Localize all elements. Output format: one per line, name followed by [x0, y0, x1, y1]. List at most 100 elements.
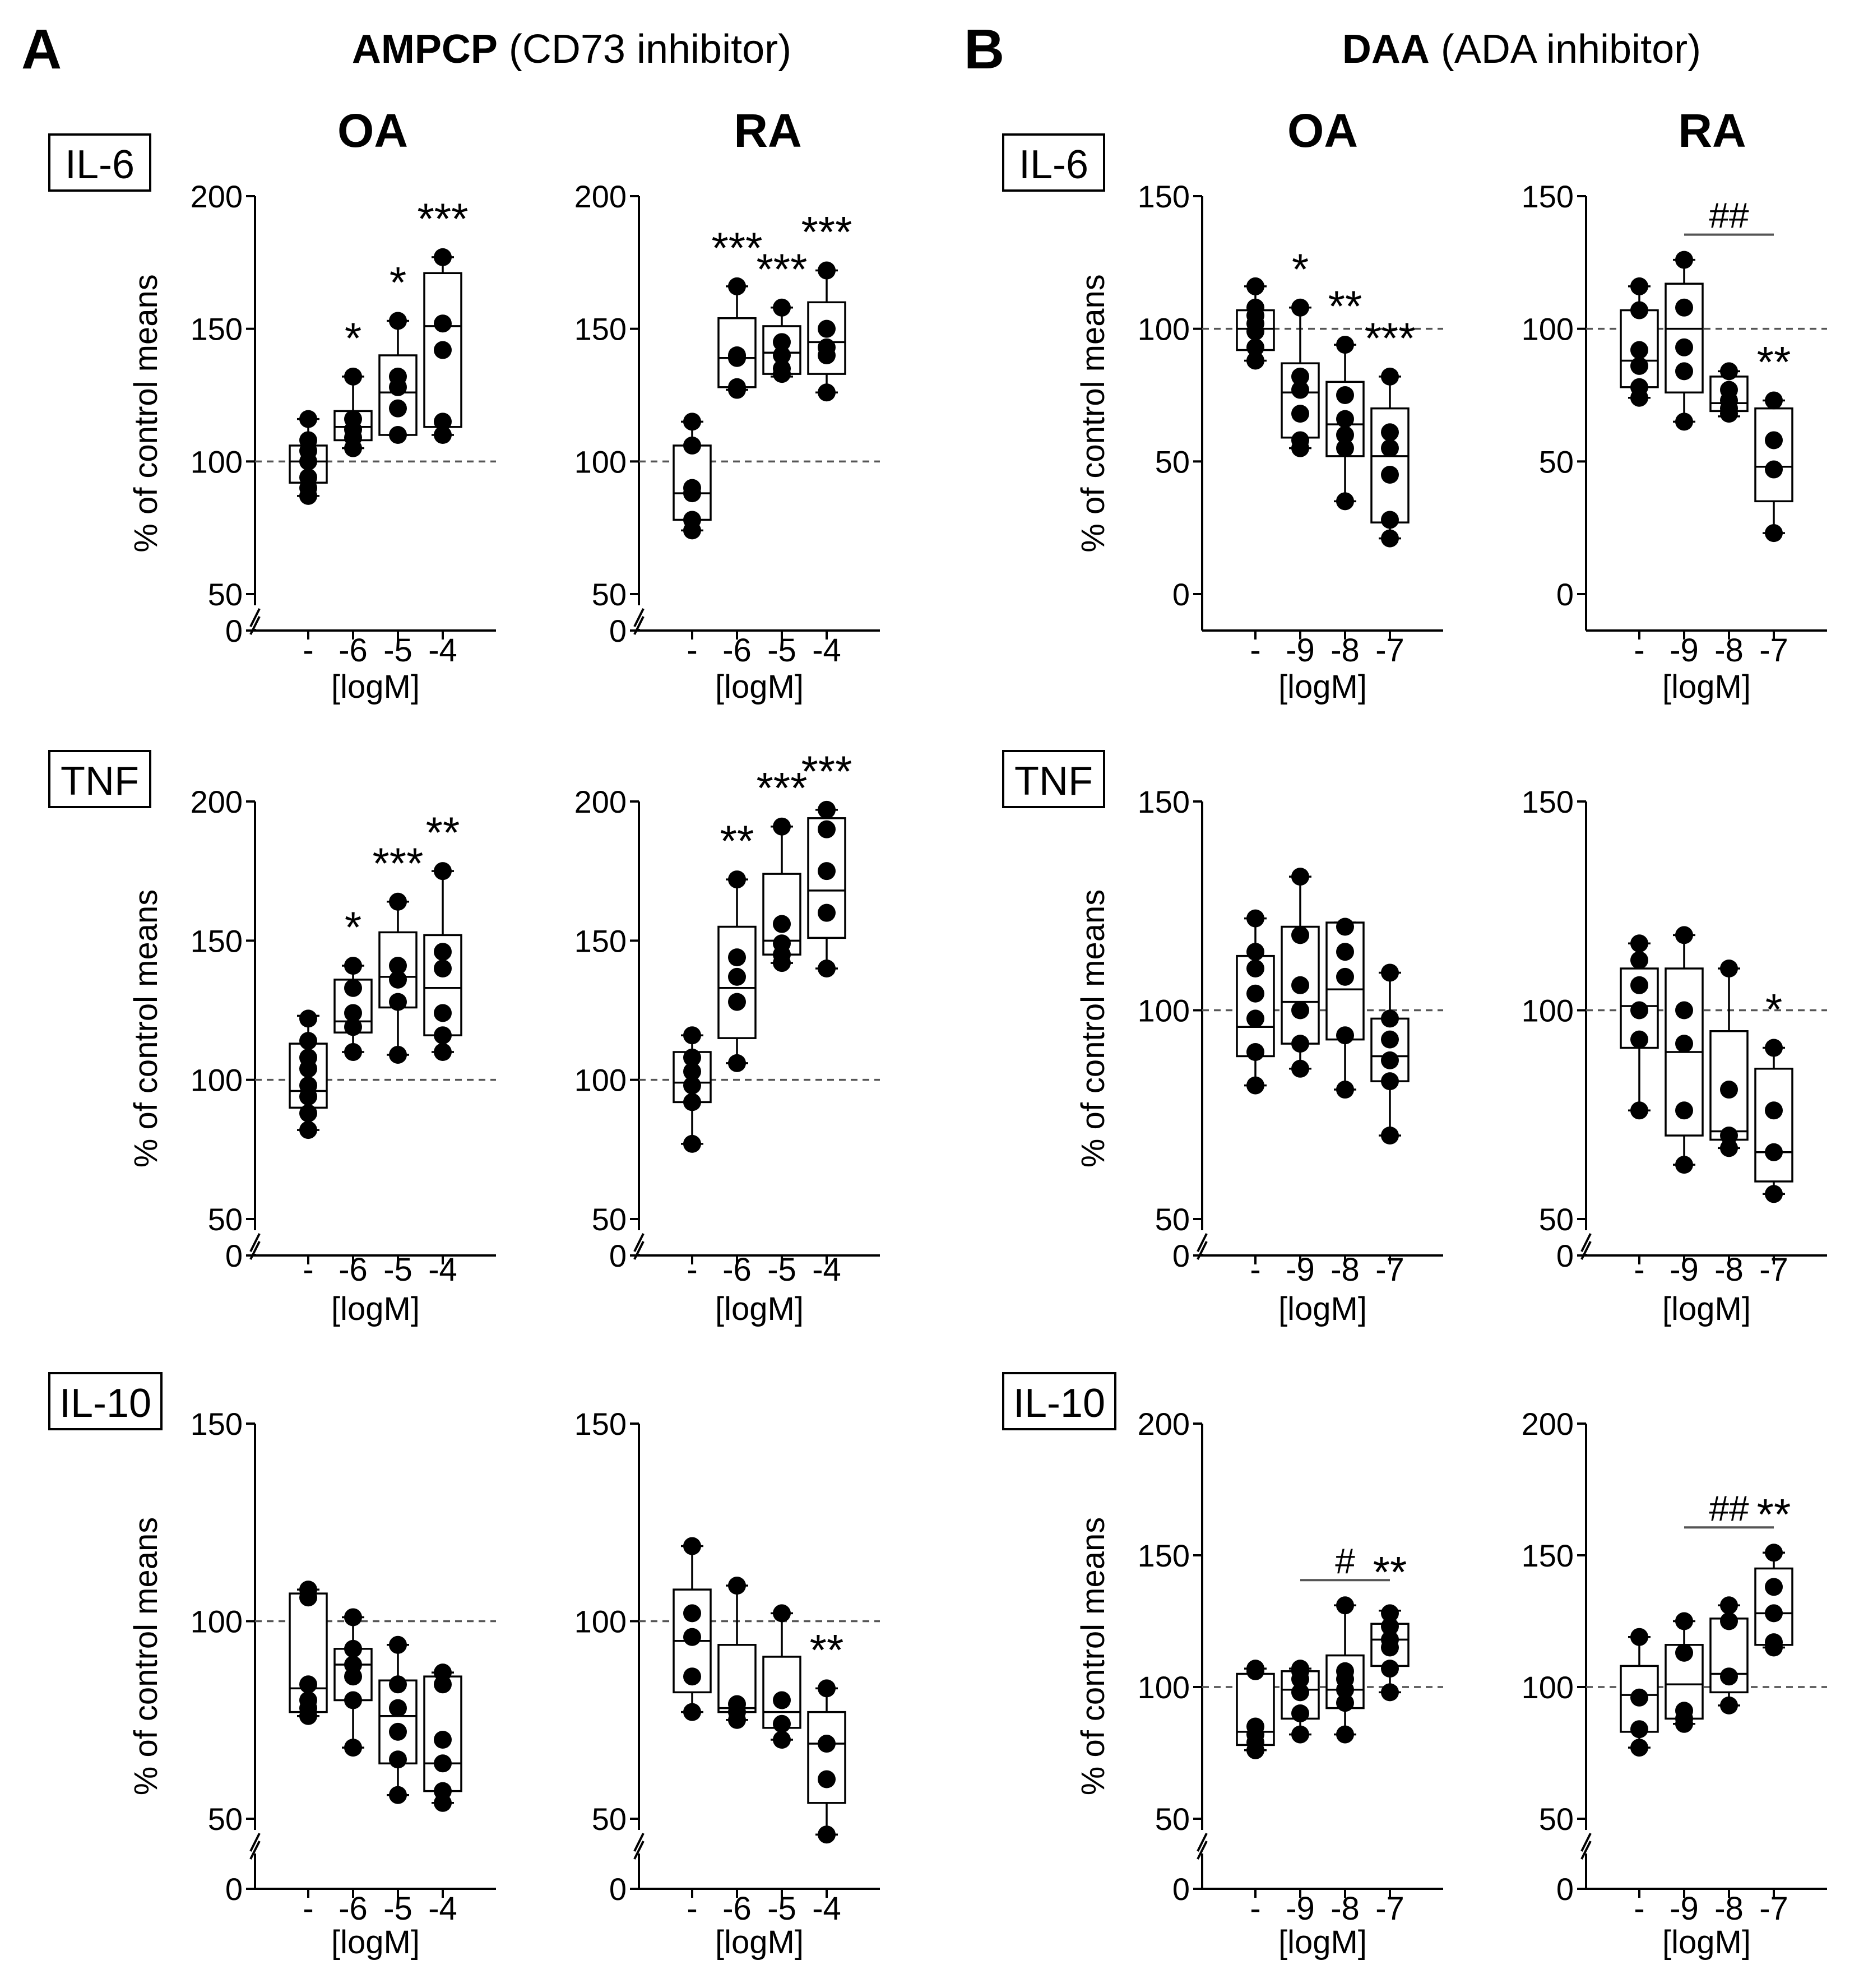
- x-tick-label: -: [1634, 1252, 1644, 1288]
- significance-label: **: [1328, 281, 1362, 331]
- data-point: [1291, 926, 1309, 944]
- data-point: [389, 399, 407, 418]
- y-tick-label: 50: [592, 1202, 627, 1237]
- data-point: [773, 915, 791, 933]
- row-label-il10-a-text: IL-10: [59, 1381, 151, 1426]
- significance-label: **: [1373, 1547, 1407, 1597]
- data-point: [683, 1628, 701, 1646]
- data-point: [1630, 976, 1648, 994]
- data-point: [299, 1675, 317, 1694]
- data-point: [1630, 277, 1648, 295]
- data-point: [1291, 1725, 1309, 1744]
- significance-label: ***: [417, 194, 468, 243]
- data-point: [1336, 386, 1354, 404]
- x-tick-label: -6: [722, 1890, 752, 1927]
- x-tick-label: -5: [767, 1252, 796, 1288]
- chart-b-il10-ra: 0 50 100 150 200 - -9 -8 -7[logM] **##: [1522, 1406, 1827, 1961]
- y-tick-label: 100: [191, 1063, 243, 1098]
- data-point: [299, 1032, 317, 1050]
- column-title-b-ra: RA: [1678, 104, 1746, 157]
- y-tick-label: 150: [574, 923, 627, 958]
- data-point: [344, 979, 362, 997]
- data-point: [1765, 1039, 1783, 1057]
- data-point: [818, 903, 836, 922]
- row-label-il10-b-text: IL-10: [1013, 1381, 1105, 1426]
- axis-break-mark: [633, 1233, 645, 1252]
- column-title-b-oa: OA: [1287, 104, 1358, 157]
- data-point: [389, 957, 407, 975]
- x-tick-label: -8: [1330, 1890, 1360, 1927]
- data-point: [434, 1004, 452, 1022]
- data-point: [683, 1537, 701, 1555]
- data-point: [683, 413, 701, 431]
- y-axis-title: % of control means: [128, 889, 164, 1167]
- data-point: [1381, 529, 1399, 548]
- x-axis-title: [logM]: [715, 669, 804, 705]
- data-point: [1630, 1030, 1648, 1049]
- x-axis-title: [logM]: [1278, 1924, 1367, 1961]
- row-label-il10-a: IL-10: [48, 1372, 163, 1430]
- y-tick-label: 50: [592, 1801, 627, 1837]
- inhibitor-name-b: DAA: [1342, 27, 1430, 72]
- data-point: [1336, 967, 1354, 986]
- data-point: [818, 319, 836, 338]
- data-point: [434, 413, 452, 431]
- y-tick-label: 50: [1539, 1801, 1574, 1837]
- y-tick-label: 0: [1556, 1238, 1574, 1273]
- panel-header-a: AMPCP (CD73 inhibitor): [352, 27, 791, 72]
- data-point: [1291, 976, 1309, 994]
- comparison-bracket-label: #: [1335, 1541, 1355, 1581]
- data-point: [389, 1699, 407, 1717]
- y-tick-label: 100: [191, 444, 243, 479]
- data-point: [1765, 391, 1783, 410]
- x-tick-label: -: [1634, 632, 1644, 669]
- panel-header-b: DAA (ADA inhibitor): [1342, 27, 1701, 72]
- x-tick-label: -: [1250, 632, 1260, 669]
- y-tick-label: 100: [1138, 993, 1190, 1028]
- y-tick-label: 50: [1539, 444, 1574, 479]
- x-tick-label: -4: [812, 1252, 841, 1288]
- data-point: [1291, 1001, 1309, 1020]
- y-tick-label: 0: [609, 613, 627, 648]
- chart-a-il10-ra: 0 50 100 150 - -6 -5 -4[logM] **: [574, 1406, 880, 1961]
- x-tick-label: -5: [383, 1252, 412, 1288]
- x-axis-title: [logM]: [331, 669, 420, 705]
- data-point: [1381, 1009, 1399, 1028]
- panel-letter-a: A: [21, 18, 62, 81]
- y-tick-label: 0: [1172, 577, 1190, 612]
- x-tick-label: -6: [339, 632, 368, 669]
- x-tick-label: -: [303, 632, 313, 669]
- data-point: [818, 800, 836, 819]
- x-tick-label: -5: [767, 1890, 796, 1927]
- data-point: [1381, 1051, 1399, 1069]
- y-tick-label: 100: [1522, 993, 1574, 1028]
- y-tick-label: 150: [191, 312, 243, 347]
- data-point: [773, 934, 791, 953]
- data-point: [728, 993, 746, 1011]
- data-point: [1381, 1630, 1399, 1649]
- y-tick-label: 200: [574, 179, 627, 214]
- significance-label: ***: [711, 223, 762, 272]
- data-point: [1246, 298, 1264, 317]
- data-point: [1291, 405, 1309, 423]
- significance-label: *: [345, 902, 361, 952]
- y-tick-label: 150: [191, 1406, 243, 1442]
- data-point: [1765, 431, 1783, 449]
- significance-label: ***: [1364, 313, 1415, 363]
- y-tick-label: 200: [1522, 1406, 1574, 1442]
- data-point: [818, 1770, 836, 1788]
- data-point: [728, 870, 746, 889]
- x-axis-title: [logM]: [1278, 1291, 1367, 1327]
- x-tick-label: -: [303, 1252, 313, 1288]
- row-label-il6-a: IL-6: [48, 133, 151, 192]
- data-point: [773, 1731, 791, 1749]
- y-tick-label: 0: [609, 1871, 627, 1907]
- data-point: [1675, 298, 1693, 317]
- y-axis-title: % of control means: [1075, 1517, 1111, 1795]
- significance-label: *: [1765, 985, 1782, 1034]
- x-tick-label: -8: [1330, 632, 1360, 669]
- data-point: [773, 1691, 791, 1709]
- data-point: [1765, 1578, 1783, 1596]
